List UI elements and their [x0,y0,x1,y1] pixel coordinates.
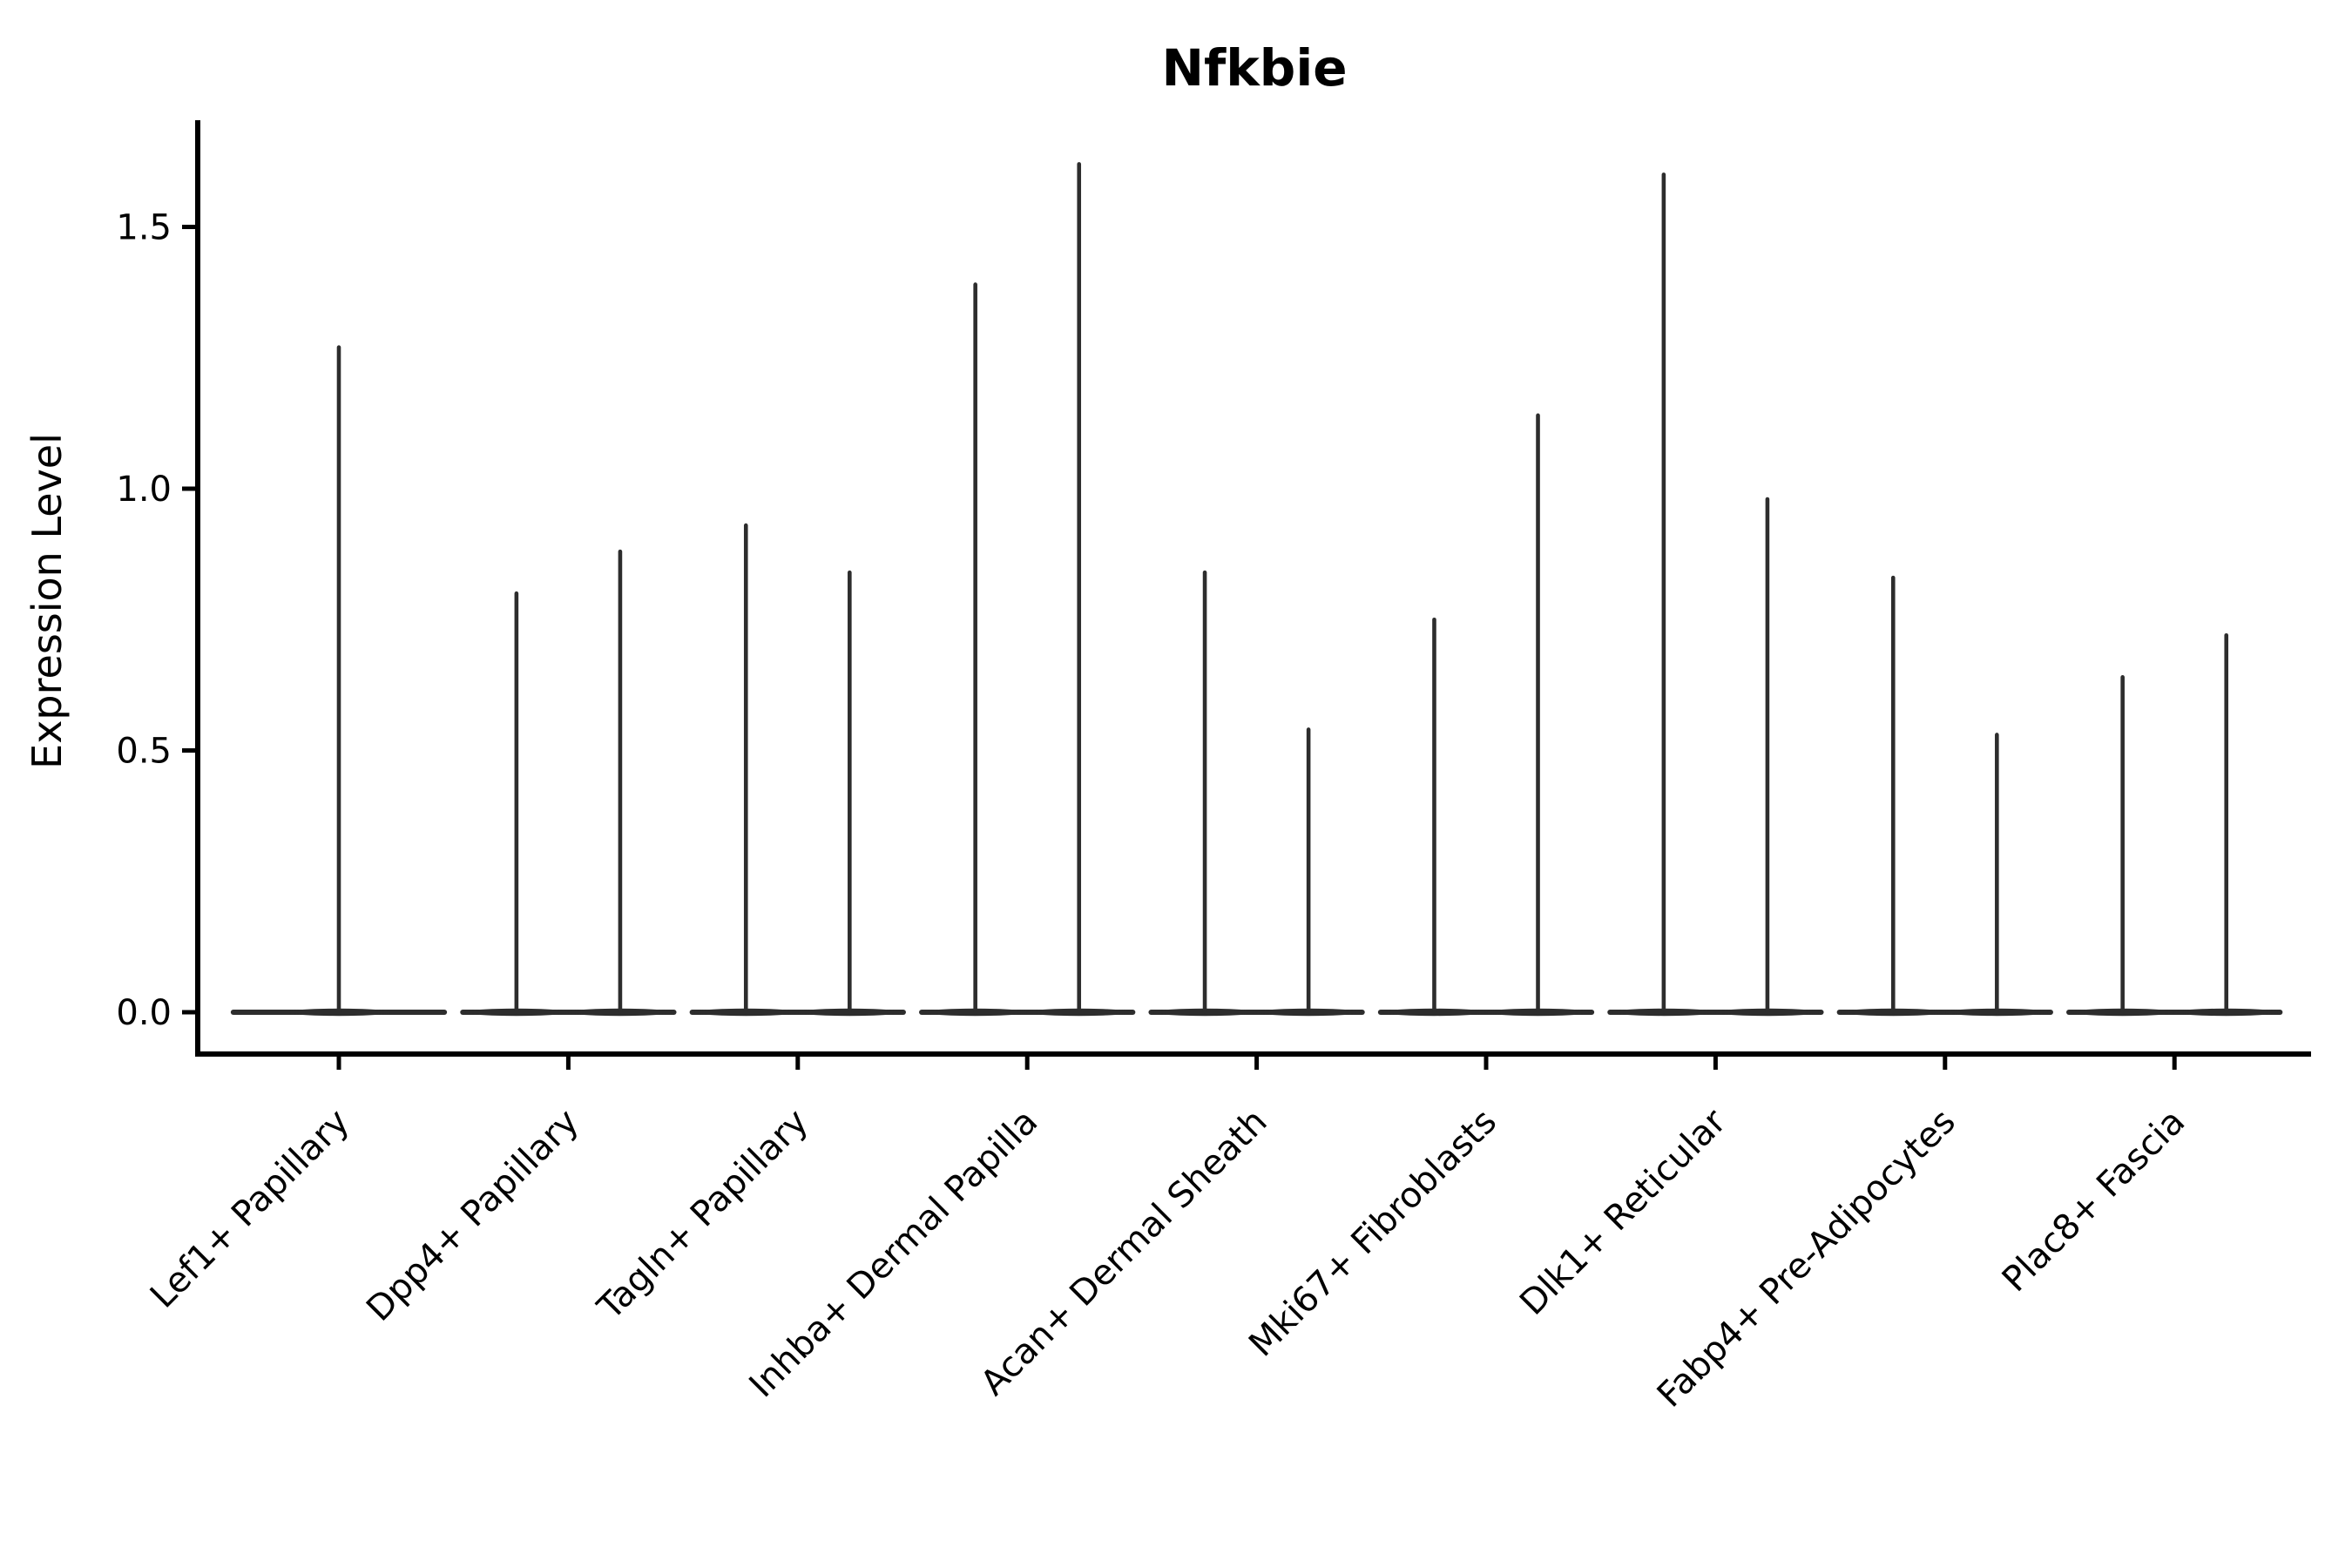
y-tick-label: 0.0 [116,993,172,1033]
x-tick-label: Dlk1+ Reticular [1512,1101,1734,1323]
plot-area: Nfkbie Expression Level [24,38,1348,769]
y-axis-label: Expression Level [24,433,71,769]
x-tick-label: Lef1+ Papillary [143,1102,357,1316]
x-tick-label: Mki67+ Fibroblasts [1241,1102,1504,1365]
y-tick-label: 1.0 [116,470,172,510]
chart-title: Nfkbie [1161,38,1347,98]
x-tick-label: Dpp4+ Papillary [359,1102,586,1329]
x-tick-label: Plac8+ Fascia [1995,1102,2193,1301]
y-tick-label: 1.5 [116,208,172,248]
x-tick-label: Tagln+ Papillary [590,1102,816,1328]
y-tick-label: 0.5 [116,732,172,772]
